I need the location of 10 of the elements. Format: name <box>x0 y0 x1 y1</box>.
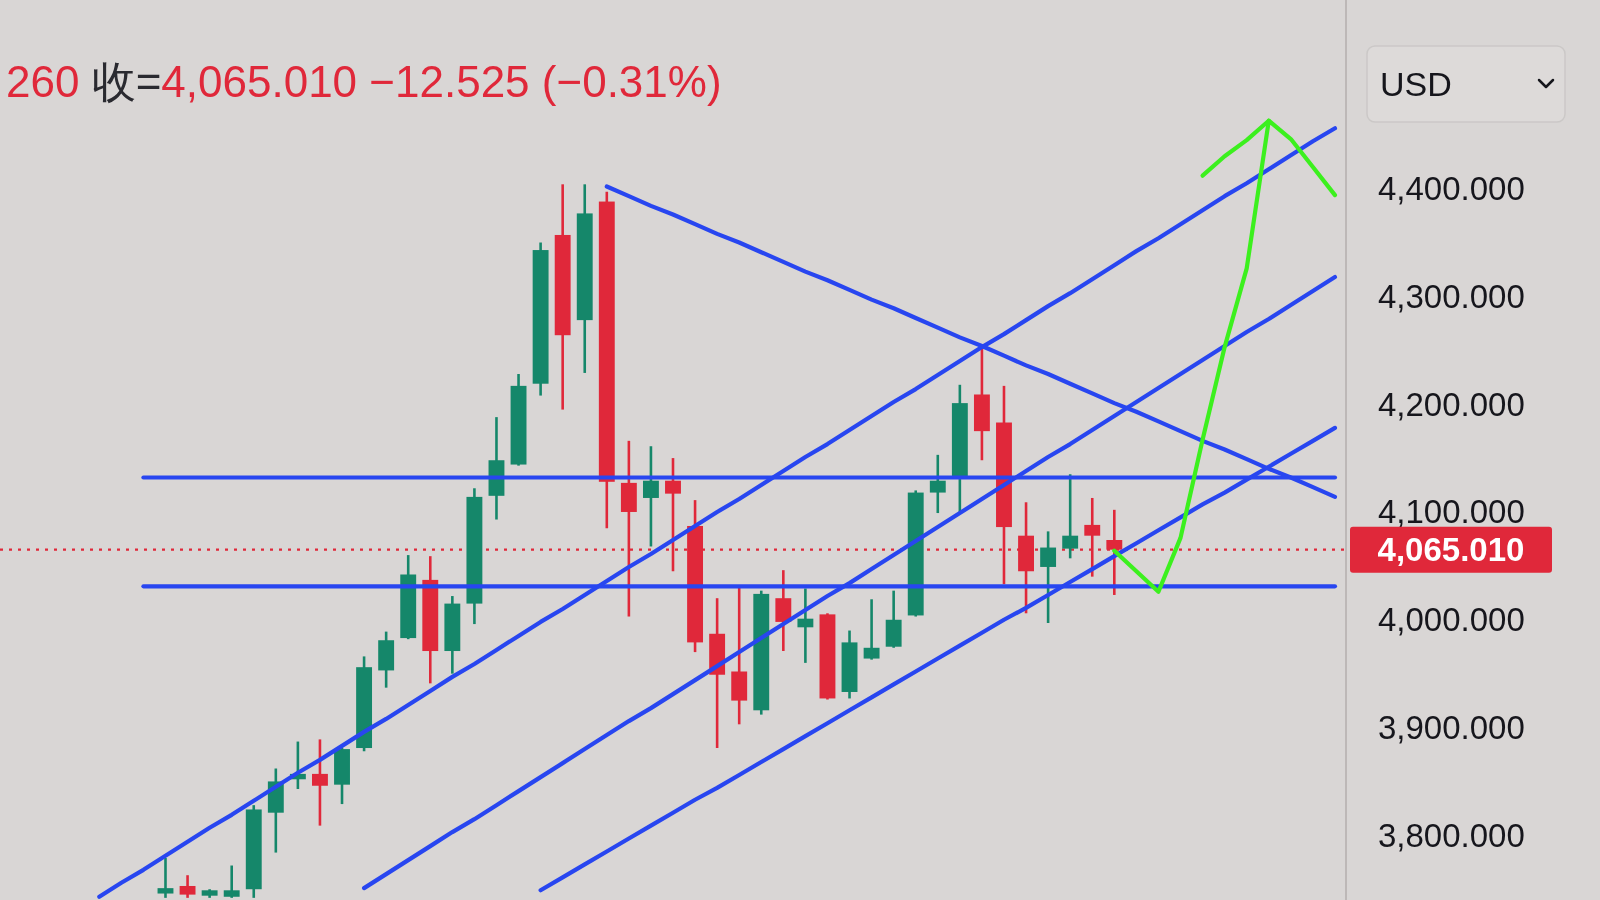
tick-label: 3,800.000 <box>1378 816 1525 854</box>
y-label: USD <box>1366 45 1566 123</box>
tick-label: 4,200.000 <box>1378 385 1525 423</box>
tick-label: 4,300.000 <box>1378 277 1525 315</box>
tick-label: 3,900.000 <box>1378 709 1525 747</box>
ref-line-label: 4,065.010 <box>1377 531 1525 569</box>
tick-label: 4,000.000 <box>1378 601 1525 639</box>
tick-label: 4,400.000 <box>1378 170 1525 208</box>
title: 260 收=4,065.010 −12.525 (−0.31%) <box>6 56 722 106</box>
y-axis-title: USD <box>1380 65 1452 103</box>
